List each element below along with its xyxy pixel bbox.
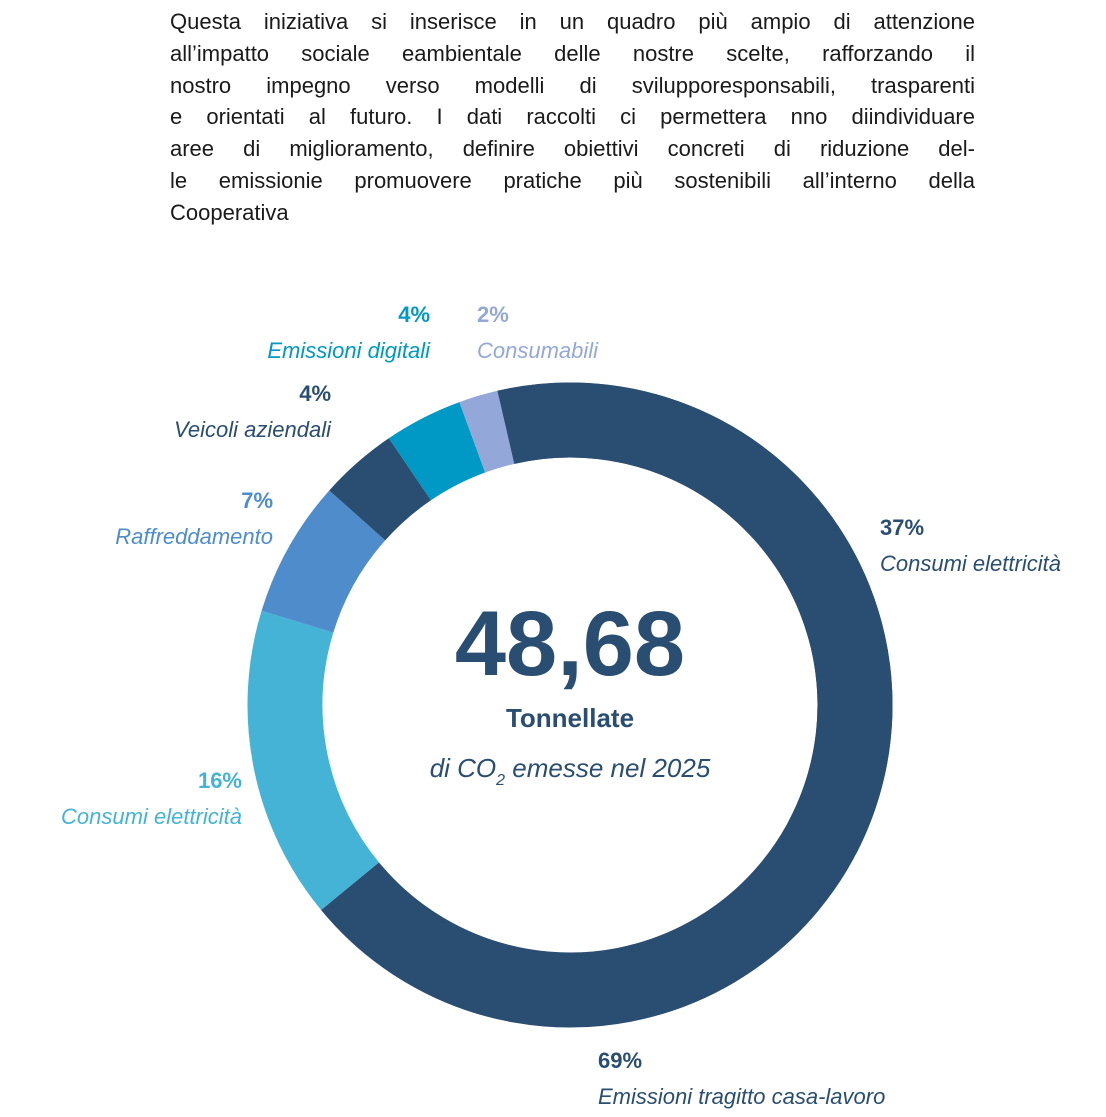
donut-segment (329, 438, 432, 541)
category-label: Raffreddamento (115, 524, 273, 549)
category-label: Consumabili (477, 338, 599, 363)
value-label: 37% (880, 515, 924, 540)
value-label: 4% (299, 381, 331, 406)
center-value: 48,68 (455, 593, 685, 695)
category-label: Consumi elettricità (880, 551, 1061, 576)
text-line: Questa iniziativa si inserisce in un qua… (170, 9, 975, 34)
paragraph: Questa iniziativa si inserisce in un qua… (170, 6, 975, 229)
text-line: all’impatto sociale eambientale delle no… (170, 40, 975, 66)
donut-segment (388, 402, 486, 501)
text-line: nostro impegno verso modelli di sviluppo… (170, 72, 975, 98)
category-label: Emissioni digitali (267, 338, 431, 363)
value-label: 69% (598, 1048, 642, 1073)
value-label: 7% (241, 488, 273, 513)
category-label: Veicoli aziendali (174, 417, 332, 442)
subscript: 2 (495, 772, 505, 789)
donut-segment (459, 390, 515, 473)
center-subtitle: di CO2 emesse nel 2025 (430, 753, 711, 789)
subtitle-part: emesse nel 2025 (505, 753, 711, 783)
value-label: 4% (398, 302, 430, 327)
text-line: Cooperativa (170, 199, 289, 225)
value-label: 16% (198, 768, 242, 793)
text-line: aree di miglioramento, definire obiettiv… (170, 136, 975, 162)
category-label: Emissioni tragitto casa-lavoro (598, 1084, 885, 1109)
center-label: Tonnellate (506, 703, 634, 733)
category-label: Consumi elettricità (61, 804, 242, 829)
text-line: e orientati al futuro. I dati raccolti c… (170, 104, 975, 130)
value-label: 2% (477, 302, 509, 327)
subtitle-part: di CO (430, 753, 496, 783)
donut-segment (497, 382, 893, 855)
donut-segment (247, 610, 380, 910)
text-line: le emissionie promuovere pratiche più so… (170, 167, 975, 193)
donut-segment (261, 490, 386, 634)
